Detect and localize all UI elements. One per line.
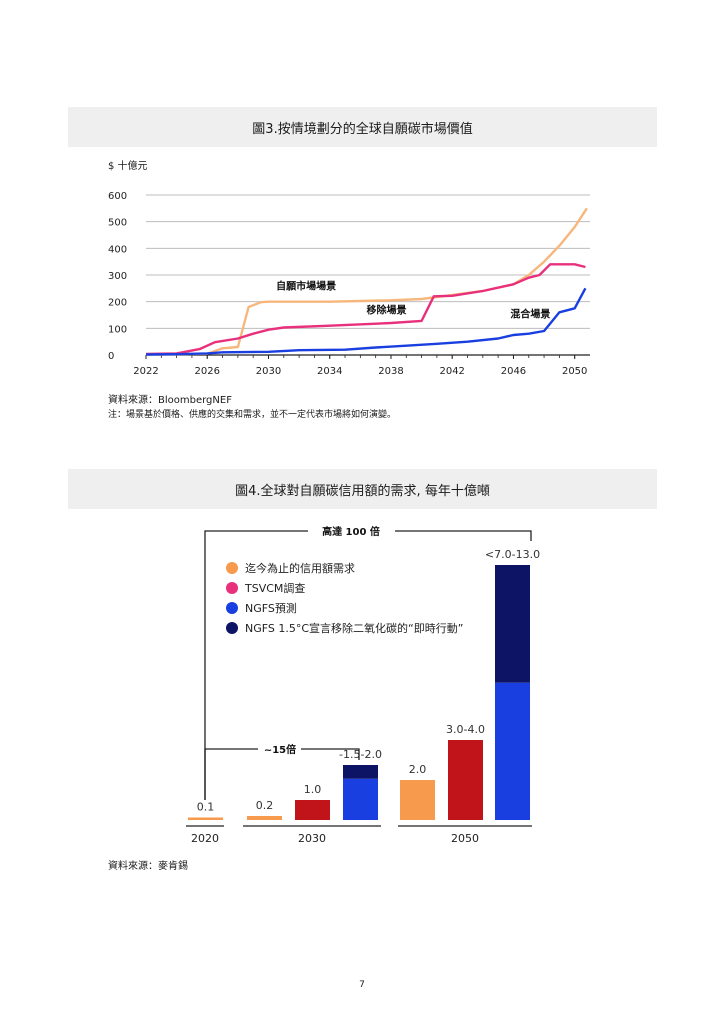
series-line-2: [145, 263, 586, 356]
y-tick-label: 100: [108, 324, 127, 335]
bracket-100x: [204, 530, 532, 800]
x-tick-label: 2022: [133, 366, 158, 377]
bar: [295, 800, 330, 820]
group-label: 2050: [451, 832, 479, 845]
legend-label: 迄今為止的信用額需求: [245, 561, 355, 575]
series-label: 混合場景: [510, 308, 550, 321]
legend-label: NGFS預測: [245, 601, 297, 615]
bar-value-label: <7.0-13.0: [485, 548, 540, 561]
bar: [343, 778, 378, 820]
x-tick-label: 2046: [501, 366, 526, 377]
group-label: 2030: [298, 832, 326, 845]
figure3-unit: $ 十億元: [108, 161, 148, 172]
bar-value-label: 0.1: [197, 801, 215, 814]
annotation-15x: ~15倍: [264, 743, 296, 756]
y-tick-label: 200: [108, 298, 127, 309]
bar: [448, 740, 483, 820]
bracket-15x: [204, 748, 360, 800]
legend-swatch: [226, 602, 238, 614]
bar: [247, 816, 282, 820]
figure3-note: 注：場景基於價格、供應的交集和需求，並不一定代表市場將如何演變。: [108, 410, 397, 420]
series-label: 移除場景: [366, 304, 406, 317]
legend-swatch: [226, 622, 238, 634]
figure4-bar-chart: 0.1 0.2 1.0 -1.5-2.0 2.0 3.0-4.0 <7.0-13.0 2020…: [186, 525, 540, 845]
y-tick-label: 500: [108, 218, 127, 229]
bar: [188, 817, 223, 820]
bar-extra-segment: [495, 565, 530, 683]
page-number: 7: [359, 980, 365, 990]
figure3-line-chart: 0 100 200 300 400 500 600 2022 2026 2030 2034 2038 2…: [108, 191, 590, 377]
x-tick-label: 2038: [378, 366, 403, 377]
bar-value-label: 1.0: [304, 783, 322, 796]
series-line-3: [145, 287, 587, 356]
legend-label: NGFS 1.5°C宣言移除二氧化碳的“即時行動”: [245, 621, 463, 635]
legend-swatch: [226, 562, 238, 574]
bar-extra-segment: [343, 765, 378, 779]
bar-value-label: 3.0-4.0: [446, 723, 485, 736]
y-tick-label: 400: [108, 244, 127, 255]
series-label: 自願市場場景: [276, 280, 336, 293]
legend-swatch: [226, 582, 238, 594]
figure3-title: 圖3.按情境劃分的全球自願碳市場價值: [68, 107, 657, 147]
bar-value-label: 2.0: [409, 763, 427, 776]
series-line-1: [145, 207, 588, 356]
x-tick-label: 2050: [562, 366, 587, 377]
y-tick-label: 300: [108, 271, 127, 282]
x-tick-label: 2030: [256, 366, 281, 377]
legend-label: TSVCM調查: [244, 581, 305, 595]
annotation-100x: 高達 100 倍: [322, 525, 380, 538]
group-label: 2020: [191, 832, 219, 845]
figure4-title: 圖4.全球對自願碳信用額的需求, 每年十億噸: [68, 469, 657, 509]
bar: [400, 780, 435, 820]
x-tick-label: 2042: [439, 366, 464, 377]
figure4-source: 資料來源：麥肯錫: [108, 861, 188, 872]
bar: [495, 682, 530, 820]
y-tick-label: 600: [108, 191, 127, 202]
bar-value-label: -1.5-2.0: [339, 748, 382, 761]
x-tick-label: 2026: [195, 366, 220, 377]
bar-value-label: 0.2: [256, 799, 274, 812]
y-tick-label: 0: [108, 351, 114, 362]
x-tick-label: 2034: [317, 366, 342, 377]
figure3-source: 資料來源：BloombergNEF: [108, 395, 232, 406]
